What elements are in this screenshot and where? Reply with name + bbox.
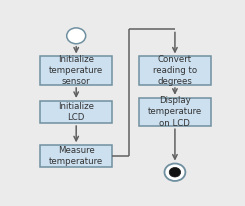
- FancyBboxPatch shape: [40, 145, 112, 167]
- Text: Initialize
LCD: Initialize LCD: [58, 102, 94, 122]
- Text: Convert
reading to
degrees: Convert reading to degrees: [153, 55, 197, 86]
- Circle shape: [169, 167, 181, 177]
- Circle shape: [164, 164, 185, 181]
- Text: Display
temperature
on LCD: Display temperature on LCD: [148, 96, 202, 128]
- FancyBboxPatch shape: [139, 98, 211, 126]
- FancyBboxPatch shape: [139, 56, 211, 85]
- Text: Measure
temperature: Measure temperature: [49, 146, 103, 166]
- FancyBboxPatch shape: [40, 101, 112, 123]
- Circle shape: [67, 28, 86, 44]
- Text: Initialize
temperature
sensor: Initialize temperature sensor: [49, 55, 103, 86]
- FancyBboxPatch shape: [40, 56, 112, 85]
